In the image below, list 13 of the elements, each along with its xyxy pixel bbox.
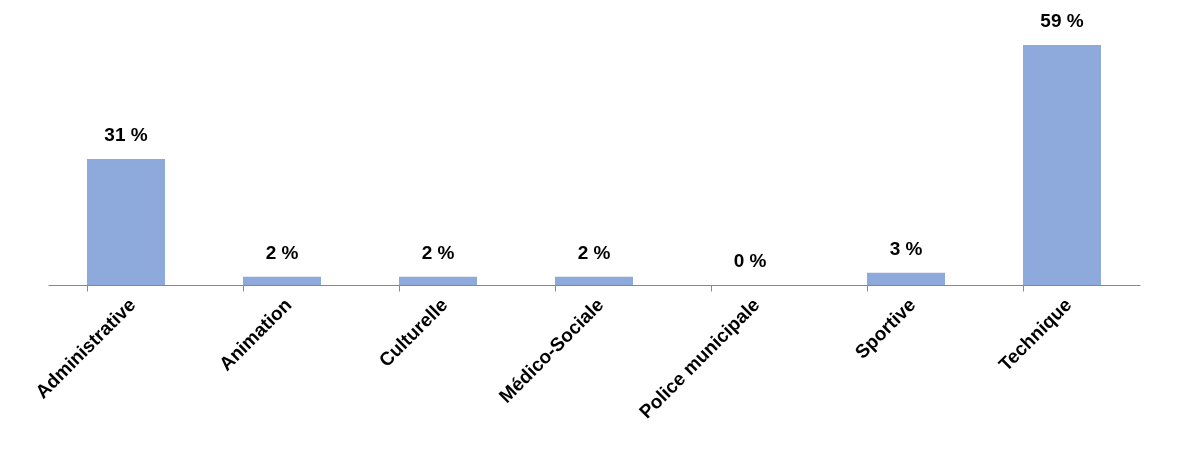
bar [867, 272, 945, 285]
data-label: 3 % [889, 237, 923, 259]
data-label: 0 % [733, 250, 767, 271]
bar [243, 276, 321, 285]
bar [1023, 45, 1101, 285]
data-label: 59 % [1040, 10, 1084, 31]
data-label: 2 % [421, 241, 455, 263]
bar [399, 276, 477, 285]
bar [555, 276, 633, 285]
data-label: 2 % [577, 241, 611, 263]
data-label: 2 % [265, 241, 299, 263]
data-label: 31 % [104, 123, 148, 145]
bar [87, 158, 165, 285]
